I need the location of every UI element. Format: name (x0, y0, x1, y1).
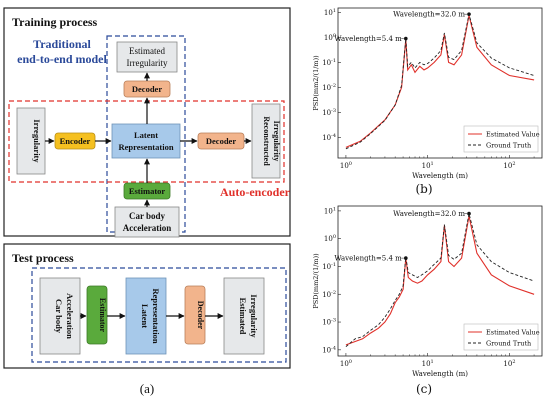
y-tick-label: 10-3 (322, 318, 336, 327)
latent-label-2: Representation (118, 142, 173, 152)
test-estimated-label-1: Estimated (238, 298, 248, 335)
test-model-boundary (31, 267, 287, 363)
panel-caption: (b) (415, 182, 432, 196)
y-tick-label: 101 (324, 206, 336, 215)
series-ground-truth-line (345, 213, 535, 348)
estimated-irregularity-box: Estimated Irregularity (116, 41, 178, 73)
y-tick-label: 10-4 (322, 345, 336, 354)
annotation-point (467, 12, 471, 16)
y-tick-label: 100 (324, 33, 336, 42)
y-tick-label: 10-1 (322, 58, 336, 67)
annotation-point (404, 36, 408, 41)
estimated-irregularity-label-1: Estimated (129, 46, 165, 56)
y-tick-label: 10-2 (322, 83, 336, 92)
test-estimated-box: Estimated Irregularity (223, 277, 265, 355)
annotation-label: Wavelength=5.4 m (334, 35, 402, 43)
x-axis-label: Wavelength (m) (412, 172, 468, 180)
car-body-label-2: Acceleration (123, 223, 171, 233)
annotation-point (467, 211, 471, 216)
test-decoder-label: Decoder (196, 301, 205, 330)
x-axis-label: Wavelength (m) (412, 370, 468, 378)
x-tick-label: 102 (503, 161, 515, 170)
legend-box (463, 323, 539, 351)
y-tick-label: 10-2 (322, 290, 336, 299)
traditional-label-line1: Traditional (33, 37, 91, 51)
legend-box (463, 125, 539, 153)
x-tick-label: 100 (340, 161, 352, 170)
training-arrows (45, 72, 252, 207)
x-tick-label: 100 (340, 359, 352, 368)
test-latent-label-1: Latent (140, 304, 150, 328)
car-body-label-1: Car body (129, 211, 166, 221)
reconstructed-irregularity-box: Reconstructed Irregularity (251, 103, 281, 179)
y-tick-label: 101 (324, 8, 336, 17)
estimator-label: Estimator (129, 186, 166, 196)
decoder-top-label: Decoder (132, 84, 162, 94)
reconstructed-label-2: Irregularity (272, 121, 281, 162)
training-process-title: Training process (12, 15, 98, 29)
annotation-label: Wavelength=5.4 m (334, 255, 402, 263)
legend-entry: Ground Truth (486, 340, 531, 348)
legend-entry: Estimated Value (486, 131, 540, 139)
encoder-box: Encoder (54, 132, 96, 150)
training-process-panel: Training process Traditional end-to-end … (3, 7, 291, 238)
reconstructed-label-1: Reconstructed (262, 116, 271, 166)
irregularity-input-label: Irregularity (32, 119, 42, 163)
y-axis-label: PSD(mm2/(1/m)) (312, 253, 320, 309)
y-tick-label: 10-3 (322, 108, 336, 117)
car-body-acceleration-box: Car body Acceleration (114, 206, 180, 238)
panel-caption: (c) (416, 382, 432, 396)
legend-entry: Estimated Value (486, 329, 540, 337)
encoder-label: Encoder (60, 136, 91, 146)
latent-representation-box: Latent Representation (111, 123, 181, 159)
annotation-label: Wavelength=32.0 m (393, 210, 465, 218)
test-decoder-box: Decoder (184, 285, 206, 345)
decoder-top-box: Decoder (123, 80, 171, 98)
decoder-right-label: Decoder (206, 136, 236, 146)
test-car-body-label-1: Car body (54, 299, 64, 334)
test-car-body-label-2: Acceleration (65, 293, 75, 339)
annotation-label: Wavelength=32.0 m (393, 11, 465, 19)
test-car-body-box: Car body Acceleration (39, 277, 81, 355)
psd-chart-c: 10-4 10-3 10-2 10-1 100 101 100 101 102 Wavelengt… (312, 205, 543, 396)
decoder-right-box: Decoder (197, 132, 245, 150)
irregularity-input-box: Irregularity (16, 107, 46, 175)
caption-a: (a) (140, 381, 154, 396)
annotation-point (404, 256, 408, 260)
y-tick-label: 10-4 (322, 133, 336, 142)
series-estimated-line (345, 15, 535, 148)
auto-encoder-label: Auto-encoder (220, 185, 291, 199)
test-estimated-label-2: Irregularity (249, 294, 259, 338)
x-tick-label: 101 (422, 161, 434, 170)
test-process-title: Test process (12, 251, 74, 265)
psd-chart-b: 10-4 10-3 10-2 10-1 100 101 100 101 102 Wavelengt… (312, 7, 543, 196)
test-latent-box: Latent Representation (125, 277, 167, 355)
test-process-panel: Test process Car body Acceleration Estim… (3, 243, 291, 369)
series-ground-truth-line (345, 14, 535, 150)
estimated-irregularity-label-2: Irregularity (127, 58, 168, 68)
series-estimated-line (345, 215, 535, 346)
legend-entry: Ground Truth (486, 142, 531, 150)
x-tick-label: 101 (422, 359, 434, 368)
y-axis-label: PSD(mm2/(1/m)) (312, 55, 320, 111)
y-tick-label: 10-1 (322, 262, 336, 271)
x-tick-label: 102 (503, 359, 515, 368)
latent-label-1: Latent (134, 130, 158, 140)
y-tick-label: 100 (324, 234, 336, 243)
traditional-label-line2: end-to-end model (17, 52, 107, 66)
test-estimator-box: Estimator (86, 285, 108, 345)
test-estimator-label: Estimator (98, 298, 107, 333)
estimator-box: Estimator (123, 182, 171, 200)
test-latent-label-2: Representation (151, 288, 161, 343)
